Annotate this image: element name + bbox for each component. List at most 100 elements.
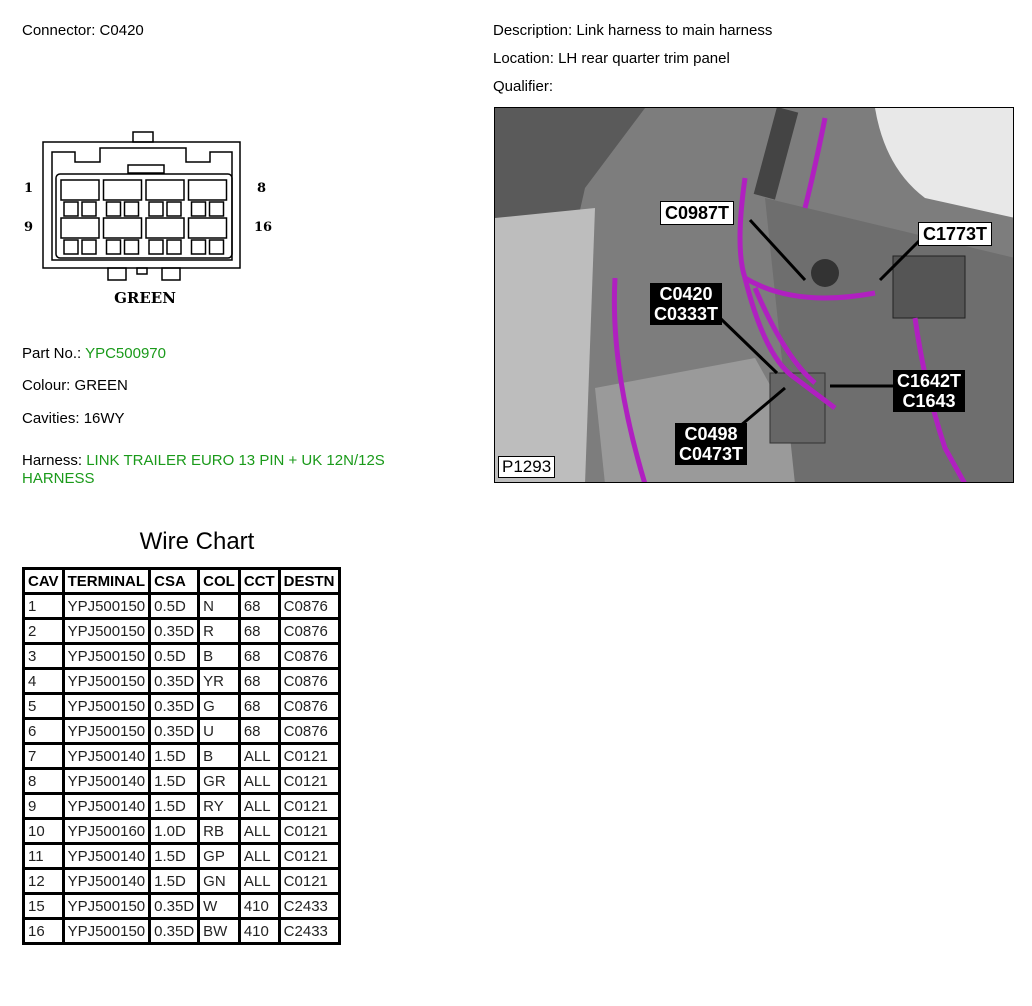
- connector-colour-caption: GREEN: [114, 289, 176, 307]
- cell-terminal: YPJ500140: [61, 792, 152, 820]
- cavity-latch: [60, 179, 100, 201]
- cell-col: RB: [197, 817, 241, 845]
- location-field: Location: LH rear quarter trim panel: [493, 50, 730, 67]
- cell-csa: 1.0D: [148, 817, 201, 845]
- cell-csa: 1.5D: [148, 767, 201, 795]
- callout-text: C0420: [659, 284, 713, 304]
- table-row: 16 YPJ500150 0.35D BW 410 C2433: [22, 917, 341, 945]
- cavity-terminal: [190, 201, 207, 217]
- cell-cav: 3: [22, 642, 65, 670]
- cell-csa: 0.35D: [148, 692, 201, 720]
- cell-destn: C0121: [277, 767, 341, 795]
- cavity-latch: [187, 217, 228, 239]
- table-row: 3 YPJ500150 0.5D B 68 C0876: [22, 642, 341, 670]
- colour-label: Colour:: [22, 377, 71, 394]
- cell-cav: 10: [22, 817, 65, 845]
- cell-csa: 0.35D: [148, 717, 201, 745]
- cavity-terminal: [166, 201, 182, 217]
- cell-cct: 68: [237, 692, 281, 720]
- colour-value: GREEN: [74, 377, 128, 394]
- cell-cav: 15: [22, 892, 65, 920]
- cell-destn: C0876: [277, 717, 341, 745]
- cell-csa: 0.5D: [148, 642, 201, 670]
- pin-label-16: 16: [254, 220, 272, 235]
- callout-c0987t: C0987T: [660, 201, 735, 225]
- cell-col: RY: [197, 792, 241, 820]
- cell-col: R: [197, 617, 241, 645]
- table-row: 7 YPJ500140 1.5D B ALL C0121: [22, 742, 341, 770]
- cell-csa: 1.5D: [148, 792, 201, 820]
- cell-terminal: YPJ500150: [61, 642, 152, 670]
- cell-terminal: YPJ500150: [61, 592, 152, 620]
- cell-col: U: [197, 717, 241, 745]
- table-row: 5 YPJ500150 0.35D G 68 C0876: [22, 692, 341, 720]
- table-row: 9 YPJ500140 1.5D RY ALL C0121: [22, 792, 341, 820]
- cell-cct: ALL: [237, 842, 281, 870]
- cell-destn: C0876: [277, 642, 341, 670]
- cavity-terminal: [208, 239, 225, 255]
- cell-terminal: YPJ500150: [61, 717, 152, 745]
- cavity-terminal: [105, 239, 122, 255]
- cell-csa: 0.35D: [148, 667, 201, 695]
- cavities-value: 16WY: [83, 410, 125, 427]
- cell-terminal: YPJ500140: [61, 867, 152, 895]
- cavity-terminal: [105, 201, 122, 217]
- cavity-terminal: [63, 239, 79, 255]
- cell-cav: 8: [22, 767, 65, 795]
- column-header-cav: CAV: [22, 567, 65, 595]
- column-header-csa: CSA: [148, 567, 201, 595]
- cell-cct: ALL: [237, 792, 281, 820]
- cell-cav: 7: [22, 742, 65, 770]
- cavity-terminal: [190, 239, 207, 255]
- table-row: 4 YPJ500150 0.35D YR 68 C0876: [22, 667, 341, 695]
- cell-terminal: YPJ500150: [61, 617, 152, 645]
- callout-text: C0498: [684, 424, 738, 444]
- cavity-latch: [60, 217, 100, 239]
- cell-terminal: YPJ500150: [61, 917, 152, 945]
- cell-cav: 6: [22, 717, 65, 745]
- cell-destn: C0121: [277, 817, 341, 845]
- cell-cav: 11: [22, 842, 65, 870]
- table-row: 2 YPJ500150 0.35D R 68 C0876: [22, 617, 341, 645]
- cell-cct: ALL: [237, 742, 281, 770]
- cell-col: BW: [197, 917, 241, 945]
- cell-col: B: [197, 642, 241, 670]
- callout-text: C1773T: [923, 224, 988, 244]
- cell-destn: C0121: [277, 867, 341, 895]
- cavities-field: Cavities: 16WY: [22, 410, 125, 427]
- callout-text: C1642T: [897, 371, 962, 391]
- cell-terminal: YPJ500150: [61, 692, 152, 720]
- harness-field: Harness: LINK TRAILER EURO 13 PIN + UK 1…: [22, 452, 385, 488]
- description-field: Description: Link harness to main harnes…: [493, 22, 772, 39]
- qualifier-label: Qualifier:: [493, 78, 554, 95]
- description-label: Description:: [493, 22, 573, 39]
- cell-cct: 410: [237, 892, 281, 920]
- cavity-latch: [102, 179, 143, 201]
- table-header-row: CAV TERMINAL CSA COL CCT DESTN: [22, 567, 341, 595]
- qualifier-field: Qualifier:: [493, 78, 553, 95]
- cell-col: G: [197, 692, 241, 720]
- cell-col: GR: [197, 767, 241, 795]
- cell-csa: 1.5D: [148, 842, 201, 870]
- cell-destn: C2433: [277, 892, 341, 920]
- cell-cct: 68: [237, 642, 281, 670]
- connector-value: C0420: [99, 22, 144, 39]
- callout-text: C0473T: [679, 444, 744, 464]
- cell-destn: C0876: [277, 592, 341, 620]
- cavity-terminal: [63, 201, 79, 217]
- cell-cav: 5: [22, 692, 65, 720]
- table-row: 10 YPJ500160 1.0D RB ALL C0121: [22, 817, 341, 845]
- callout-text: C1643: [902, 391, 956, 411]
- cell-cct: 68: [237, 592, 281, 620]
- cavity-terminal: [81, 201, 97, 217]
- column-header-destn: DESTN: [277, 567, 341, 595]
- cell-destn: C0121: [277, 842, 341, 870]
- cell-cav: 1: [22, 592, 65, 620]
- cell-destn: C0121: [277, 792, 341, 820]
- cell-terminal: YPJ500150: [61, 667, 152, 695]
- harness-value-cont: HARNESS: [22, 470, 95, 487]
- cell-csa: 0.35D: [148, 917, 201, 945]
- cell-col: N: [197, 592, 241, 620]
- table-row: 11 YPJ500140 1.5D GP ALL C0121: [22, 842, 341, 870]
- pin-label-9: 9: [24, 220, 33, 235]
